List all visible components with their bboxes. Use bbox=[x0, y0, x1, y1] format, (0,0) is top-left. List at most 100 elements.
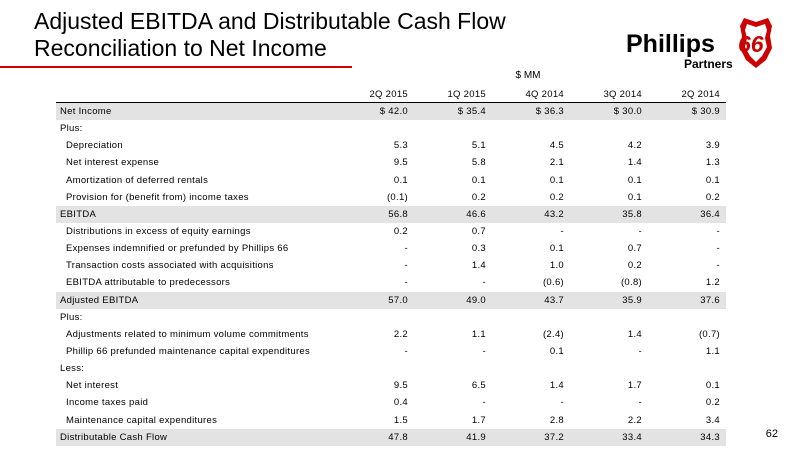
row-label: Plus: bbox=[60, 123, 83, 135]
value-cell bbox=[648, 120, 726, 137]
table-row: Income taxes paid 0.4 - - - 0.2 bbox=[56, 394, 726, 411]
table-row: EBITDA attributable to predecessors - - (0.… bbox=[56, 274, 726, 291]
table-row: Less: bbox=[56, 360, 726, 377]
value-cell: $ 30.0 bbox=[570, 102, 648, 121]
value-cell bbox=[414, 120, 492, 137]
row-label: Plus: bbox=[60, 311, 83, 323]
column-header: 2Q 2014 bbox=[648, 86, 726, 103]
table-header-row: 2Q 2015 1Q 2015 4Q 2014 3Q 2014 2Q 2014 bbox=[56, 86, 726, 103]
row-label: Transaction costs associated with acquis… bbox=[66, 260, 274, 272]
reconciliation-table: 2Q 2015 1Q 2015 4Q 2014 3Q 2014 2Q 2014 … bbox=[56, 86, 726, 446]
value-cell: 56.8 bbox=[336, 205, 414, 223]
value-cell: 57.0 bbox=[336, 291, 414, 309]
value-cell: 9.5 bbox=[393, 380, 408, 392]
column-header: 3Q 2014 bbox=[570, 86, 648, 103]
value-cell: - bbox=[482, 346, 486, 358]
value-cell: 1.4 bbox=[627, 157, 642, 169]
value-cell: 1.7 bbox=[627, 380, 642, 392]
value-cell: - bbox=[638, 226, 642, 238]
value-cell: 1.3 bbox=[705, 157, 720, 169]
value-cell: 1.4 bbox=[471, 260, 486, 272]
value-cell: 1.7 bbox=[471, 414, 486, 426]
value-cell: 1.5 bbox=[393, 414, 408, 426]
value-cell: 33.4 bbox=[570, 428, 648, 446]
value-cell: (0.7) bbox=[698, 328, 720, 340]
table-row: Distributable Cash Flow 47.8 41.9 37.2 33.4 3… bbox=[56, 428, 726, 446]
value-cell: 5.1 bbox=[471, 140, 486, 152]
row-label: Net interest bbox=[66, 380, 119, 392]
value-cell: 9.5 bbox=[393, 157, 408, 169]
value-cell bbox=[492, 309, 570, 326]
value-cell: - bbox=[560, 397, 564, 409]
row-label: Income taxes paid bbox=[66, 397, 149, 409]
value-cell: 43.2 bbox=[492, 205, 570, 223]
value-cell: (0.8) bbox=[620, 277, 642, 289]
value-cell: - bbox=[482, 397, 486, 409]
value-cell: - bbox=[482, 277, 486, 289]
value-cell: 34.3 bbox=[648, 428, 726, 446]
value-cell: 1.4 bbox=[627, 328, 642, 340]
logo-brand-text: Phillips bbox=[626, 30, 715, 58]
logo-sub-text: Partners bbox=[684, 57, 733, 71]
value-cell: 0.2 bbox=[549, 191, 564, 203]
slide-title: Adjusted EBITDA and Distributable Cash F… bbox=[34, 8, 506, 62]
value-cell bbox=[570, 309, 648, 326]
row-label: Amortization of deferred rentals bbox=[66, 174, 209, 186]
unit-label: $ MM bbox=[515, 70, 541, 81]
table-row: Phillip 66 prefunded maintenance capital… bbox=[56, 343, 726, 360]
row-label: Adjusted EBITDA bbox=[56, 291, 336, 309]
value-cell: $ 35.4 bbox=[414, 102, 492, 121]
value-cell: 0.1 bbox=[393, 174, 408, 186]
value-cell: 4.2 bbox=[627, 140, 642, 152]
value-cell: 0.4 bbox=[393, 397, 408, 409]
value-cell: 36.4 bbox=[648, 205, 726, 223]
row-label: Distributable Cash Flow bbox=[56, 428, 336, 446]
value-cell bbox=[492, 120, 570, 137]
value-cell: 0.1 bbox=[549, 346, 564, 358]
value-cell: - bbox=[716, 260, 720, 272]
table-row: Plus: bbox=[56, 309, 726, 326]
row-label: Adjustments related to minimum volume co… bbox=[66, 328, 309, 340]
value-cell: 2.1 bbox=[549, 157, 564, 169]
row-label: Less: bbox=[60, 363, 85, 375]
table-row: Net Income $ 42.0 $ 35.4 $ 36.3 $ 30.0 $ 30.9 bbox=[56, 102, 726, 121]
value-cell: $ 36.3 bbox=[492, 102, 570, 121]
value-cell: - bbox=[560, 226, 564, 238]
row-label: Expenses indemnified or prefunded by Phi… bbox=[66, 243, 289, 255]
row-label: Net Income bbox=[56, 102, 336, 121]
table-row: Amortization of deferred rentals 0.1 0.1 0.… bbox=[56, 172, 726, 189]
value-cell: 1.1 bbox=[471, 328, 486, 340]
column-header: 2Q 2015 bbox=[336, 86, 414, 103]
value-cell: 0.1 bbox=[627, 174, 642, 186]
table-row: Distributions in excess of equity earnin… bbox=[56, 223, 726, 240]
logo-number-text: 66 bbox=[738, 31, 764, 57]
value-cell: 2.8 bbox=[549, 414, 564, 426]
value-cell: - bbox=[404, 260, 408, 272]
value-cell: 46.6 bbox=[414, 205, 492, 223]
column-header: 4Q 2014 bbox=[492, 86, 570, 103]
value-cell: 0.2 bbox=[471, 191, 486, 203]
row-label: Depreciation bbox=[66, 140, 123, 152]
table-row: Adjusted EBITDA 57.0 49.0 43.7 35.9 37.6 bbox=[56, 291, 726, 309]
value-cell bbox=[570, 360, 648, 377]
slide-title-line2: Reconciliation to Net Income bbox=[34, 35, 327, 61]
value-cell: - bbox=[638, 346, 642, 358]
value-cell: 0.2 bbox=[627, 260, 642, 272]
value-cell bbox=[336, 120, 414, 137]
value-cell: 1.0 bbox=[549, 260, 564, 272]
value-cell: (2.4) bbox=[542, 328, 564, 340]
table-row: Transaction costs associated with acquis… bbox=[56, 257, 726, 274]
value-cell: 6.5 bbox=[471, 380, 486, 392]
value-cell: 1.4 bbox=[549, 380, 564, 392]
table-row: Provision for (benefit from) income taxe… bbox=[56, 189, 726, 206]
column-header: 1Q 2015 bbox=[414, 86, 492, 103]
value-cell: - bbox=[404, 346, 408, 358]
value-cell: - bbox=[404, 243, 408, 255]
value-cell bbox=[648, 309, 726, 326]
table-row: Expenses indemnified or prefunded by Phi… bbox=[56, 240, 726, 257]
page-number: 62 bbox=[765, 428, 778, 440]
table-row: Maintenance capital expenditures 1.5 1.7 2.… bbox=[56, 412, 726, 429]
value-cell: (0.6) bbox=[542, 277, 564, 289]
header-label-cell bbox=[56, 86, 336, 103]
value-cell bbox=[336, 309, 414, 326]
